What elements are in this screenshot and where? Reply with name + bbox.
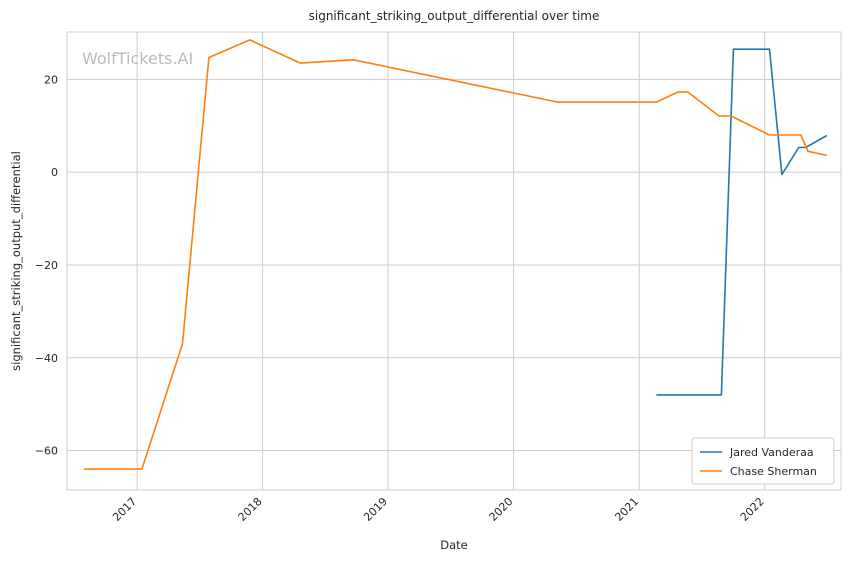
y-tick-label: −40 — [35, 352, 58, 365]
y-tick-labels: −60 −40 −20 0 20 — [35, 73, 58, 457]
x-axis-label: Date — [440, 538, 468, 552]
series-line-jared-vanderaa — [656, 48, 828, 396]
y-tick-label: 0 — [51, 166, 58, 179]
y-tick-label: −60 — [35, 445, 58, 458]
chart-title: significant_striking_output_differential… — [309, 9, 600, 23]
series-line-chase-sherman — [83, 39, 828, 470]
legend-box — [691, 437, 835, 485]
watermark: WolfTickets.AI — [82, 49, 193, 68]
legend: Jared Vanderaa Chase Sherman — [691, 437, 835, 485]
legend-label-chase-sherman: Chase Sherman — [730, 465, 817, 478]
legend-label-jared-vanderaa: Jared Vanderaa — [729, 446, 814, 459]
plot-area-border — [66, 31, 842, 491]
y-tick-label: −20 — [35, 259, 58, 272]
y-tick-label: 20 — [44, 73, 58, 86]
y-axis-label: significant_striking_output_differential — [9, 151, 23, 371]
series-lines — [83, 39, 828, 470]
